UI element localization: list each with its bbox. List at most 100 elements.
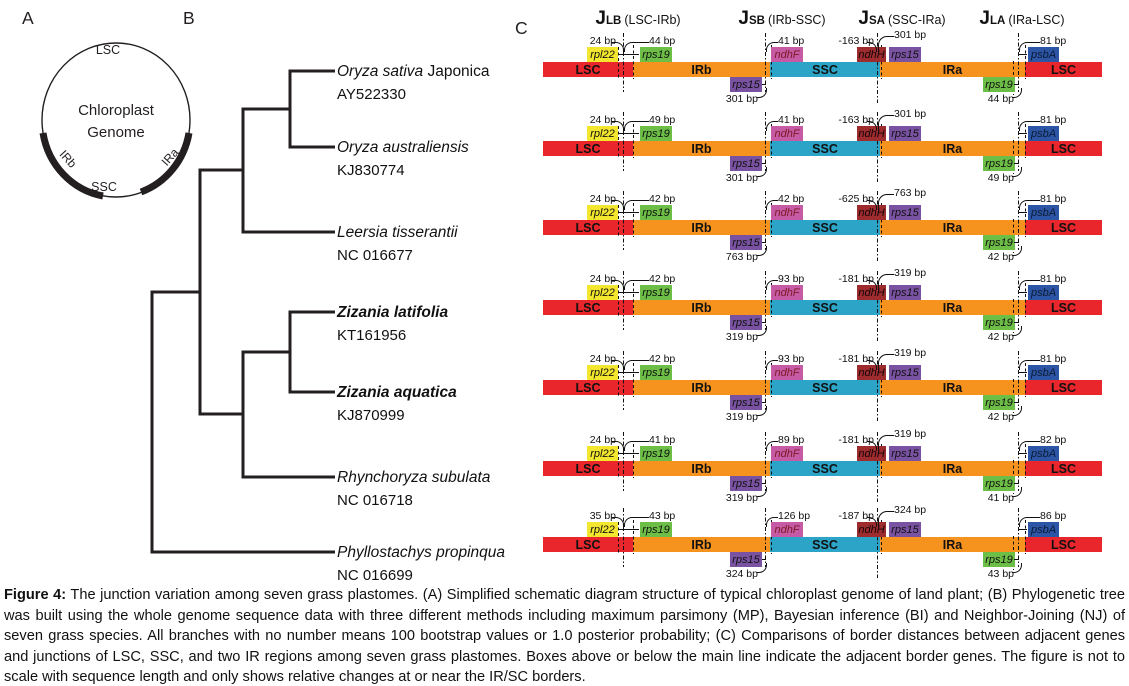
segment-irb: IRb [633, 141, 770, 156]
connector-tick [619, 372, 639, 373]
connector-curve [624, 121, 649, 131]
bp-label-jla-below: 43 bp [987, 568, 1014, 580]
gene-box-rpl22: rpl22 [587, 365, 618, 380]
segment-lsc-right: LSC [1025, 62, 1102, 77]
boundary-dash [771, 363, 772, 397]
species-label: Rhynchoryza subulata NC 016718 [337, 469, 547, 509]
boundary-dash [1025, 363, 1026, 397]
caption-figure-number: Figure 4: [4, 587, 67, 603]
connector-curve [766, 121, 778, 131]
bp-label-jsa-right: 763 bp [894, 187, 927, 199]
segment-ira: IRa [880, 300, 1025, 315]
junction-header-jsa: JSA (SSC-IRa) [858, 8, 945, 30]
connector-curve [612, 42, 624, 52]
connector-curve [612, 121, 624, 131]
bp-label-jlb-left: 24 bp [589, 434, 616, 446]
boundary-dash [618, 285, 619, 317]
species-name: Phyllostachys propinqua [337, 544, 547, 561]
bp-label-jsa-left: -181 bp [838, 434, 874, 446]
boundary-dash [771, 283, 772, 317]
bp-label-jla-below: 49 bp [987, 172, 1014, 184]
connector-tick [762, 242, 766, 243]
junction-sub: LA [989, 15, 1006, 27]
gene-box-rps15-jsa: rps15 [889, 47, 921, 62]
caption-text: The junction variation among seven grass… [4, 587, 1126, 686]
species-name-italic: Leersia tisserantii [337, 224, 458, 241]
gene-box-rps19-below: rps19 [983, 235, 1015, 250]
junction-region: (LSC-IRb) [624, 13, 681, 27]
connector-curve [624, 42, 649, 52]
gene-box-rps15-below: rps15 [730, 235, 762, 250]
boundary-dash [771, 203, 772, 237]
species-accession: AY522330 [337, 86, 406, 103]
bp-label-jla-above: 81 bp [1040, 35, 1067, 47]
gene-box-ndhf: ndhF [771, 285, 803, 300]
bp-label-jla-above: 81 bp [1040, 353, 1067, 365]
bp-label-jlb-right: 44 bp [649, 35, 676, 47]
connector-tick [1019, 529, 1027, 530]
species-name-italic: Rhynchoryza subulata [337, 469, 491, 486]
bp-label-jsb-below: 301 bp [725, 93, 758, 105]
species-name: Zizania latifolia [337, 304, 547, 321]
connector-tick [1014, 242, 1019, 243]
connector-curve [766, 360, 778, 370]
boundary-dash [881, 520, 882, 554]
boundary-dash [618, 205, 619, 237]
gene-box-rps15-jsa: rps15 [889, 365, 921, 380]
species-accession: KJ830774 [337, 162, 405, 179]
boundary-dash [771, 45, 772, 79]
connector-curve [867, 517, 877, 527]
boundary-dash [618, 446, 619, 478]
connector-curve [1019, 441, 1040, 451]
gene-box-rpl22: rpl22 [587, 205, 618, 220]
segment-ira: IRa [880, 537, 1025, 552]
connector-curve [766, 200, 778, 210]
boundary-dash [881, 283, 882, 317]
connector-tick [762, 84, 766, 85]
bp-label-jlb-right: 49 bp [649, 114, 676, 126]
connector-tick [762, 402, 766, 403]
boundary-dash [633, 45, 634, 79]
junction-line-jsb [765, 33, 766, 92]
bp-label-jsb-above: 93 bp [778, 353, 805, 365]
connector-curve [867, 121, 877, 131]
bp-label-jlb-right: 42 bp [649, 273, 676, 285]
figure-caption: Figure 4: The junction variation among s… [4, 585, 1125, 686]
boundary-dash [633, 363, 634, 397]
junction-line-jlb [623, 33, 624, 92]
boundary-dash [633, 203, 634, 237]
panel-a-letter: A [22, 8, 34, 28]
bp-label-jlb-left: 35 bp [589, 510, 616, 522]
bp-label-jlb-left: 24 bp [589, 193, 616, 205]
connector-curve [757, 167, 767, 177]
junction-line-jsa [877, 508, 878, 578]
gene-box-rps19-below: rps19 [983, 315, 1015, 330]
plastome-ssc-label: SSC [91, 180, 117, 194]
bp-label-jsb-below: 763 bp [725, 251, 758, 263]
species-label: Oryza australiensis KJ830774 [337, 139, 547, 179]
gene-box-rps19-below: rps19 [983, 156, 1015, 171]
bp-label-jlb-left: 24 bp [589, 35, 616, 47]
connector-curve [624, 517, 649, 527]
connector-tick [1014, 322, 1019, 323]
phylo-tree-branches [150, 69, 335, 554]
bp-label-jlb-left: 24 bp [589, 273, 616, 285]
connector-curve [1012, 167, 1022, 177]
connector-curve [878, 115, 894, 131]
bp-label-jla-below: 41 bp [987, 492, 1014, 504]
bp-label-jsa-right: 301 bp [894, 29, 927, 41]
segment-ssc: SSC [770, 537, 880, 552]
boundary-dash [633, 124, 634, 158]
junction-row: LSC IRb SSC IRa LSC rpl22 rps19 ndhF rps… [0, 347, 1129, 425]
junction-line-jsb [765, 271, 766, 330]
junction-row: LSC IRb SSC IRa LSC rpl22 rps19 ndhF rps… [0, 504, 1129, 582]
connector-curve [624, 360, 649, 370]
junction-row: LSC IRb SSC IRa LSC rpl22 rps19 ndhF rps… [0, 29, 1129, 107]
connector-curve [624, 280, 649, 290]
segment-irb: IRb [633, 537, 770, 552]
junction-line-jlb [623, 432, 624, 491]
segment-ssc: SSC [770, 220, 880, 235]
boundary-dash [1025, 444, 1026, 478]
bp-label-jsb-above: 89 bp [778, 434, 805, 446]
connector-curve [867, 280, 877, 290]
